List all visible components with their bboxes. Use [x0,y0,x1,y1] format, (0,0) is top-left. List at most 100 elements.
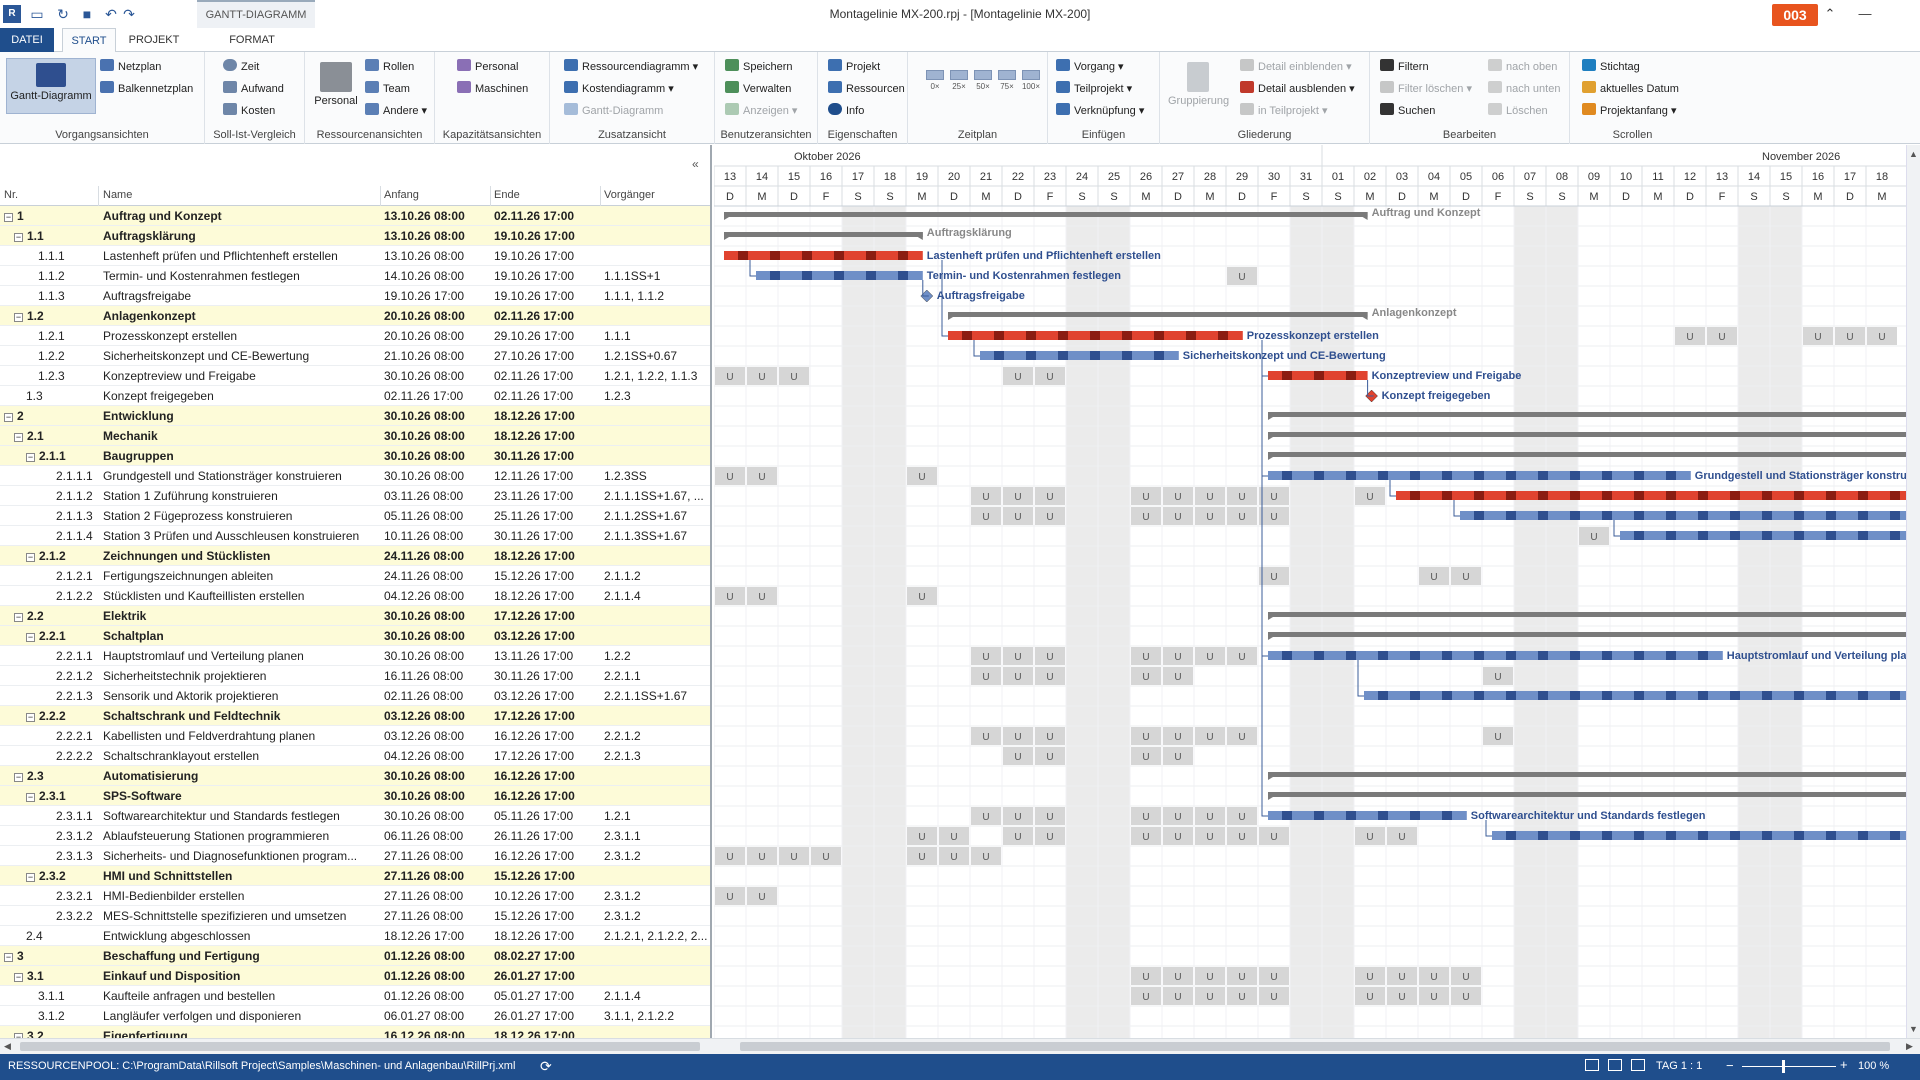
row-pred[interactable]: 2.1.2.1, 2.1.2.2, 2... [604,929,708,943]
row-pred[interactable]: 2.3.1.1 [604,829,641,843]
row-name[interactable]: Konzept freigegeben [103,389,214,403]
andere-button[interactable]: Andere ▾ [365,102,427,120]
row-name[interactable]: Auftrag und Konzept [103,209,222,223]
table-row[interactable]: 1.2.2 Sicherheitskonzept und CE-Bewertung… [0,346,710,366]
kostendiagramm-button[interactable]: Kostendiagramm ▾ [564,80,674,98]
table-row[interactable]: −2.2.2 Schaltschrank und Feldtechnik 03.12… [0,706,710,726]
row-name[interactable]: Sicherheits- und Diagnosefunktionen prog… [103,849,358,863]
row-end[interactable]: 17.12.26 17:00 [494,609,575,623]
table-row[interactable]: 2.3.2.2 MES-Schnittstelle spezifizieren u… [0,906,710,926]
row-start[interactable]: 27.11.26 08:00 [384,849,464,863]
row-pred[interactable]: 2.2.1.2 [604,729,641,743]
row-end[interactable]: 18.12.26 17:00 [494,929,575,943]
row-end[interactable]: 16.12.26 17:00 [494,789,575,803]
row-pred[interactable]: 2.2.1.1 [604,669,641,683]
collapse-toggle-icon[interactable]: − [26,792,35,802]
row-name[interactable]: Zeichnungen und Stücklisten [103,549,271,563]
verwalten-button[interactable]: Verwalten [725,80,791,98]
row-end[interactable]: 18.12.26 17:00 [494,1029,575,1038]
row-end[interactable]: 16.12.26 17:00 [494,769,575,783]
table-row[interactable]: −2.2.1 Schaltplan 30.10.26 08:00 03.12.26 1… [0,626,710,646]
tab-format[interactable]: FORMAT [229,34,275,46]
row-end[interactable]: 12.11.26 17:00 [494,469,574,483]
row-end[interactable]: 13.11.26 17:00 [494,649,574,663]
row-end[interactable]: 30.11.26 17:00 [494,529,574,543]
table-row[interactable]: −2.3.2 HMI und Schnittstellen 27.11.26 08:… [0,866,710,886]
row-start[interactable]: 05.11.26 08:00 [384,509,464,523]
row-start[interactable]: 30.10.26 08:00 [384,449,465,463]
table-row[interactable]: 2.1.2.1 Fertigungszeichnungen ableiten 24.… [0,566,710,586]
row-start[interactable]: 24.11.26 08:00 [384,549,465,563]
row-start[interactable]: 10.11.26 08:00 [384,529,464,543]
row-start[interactable]: 06.01.27 08:00 [384,1009,465,1023]
row-end[interactable]: 05.11.26 17:00 [494,809,574,823]
col-divider[interactable] [98,186,99,206]
row-start[interactable]: 30.10.26 08:00 [384,649,465,663]
personal-view-button[interactable]: Personal [311,58,361,114]
ressourcen-props-button[interactable]: Ressourcen [828,80,905,98]
row-pred[interactable]: 2.1.1.2 [604,569,641,583]
row-end[interactable]: 17.12.26 17:00 [494,749,575,763]
row-end[interactable]: 26.11.26 17:00 [494,829,574,843]
row-name[interactable]: Anlagenkonzept [103,309,196,323]
loeschen-button[interactable]: Löschen [1488,102,1548,120]
row-name[interactable]: Fertigungszeichnungen ableiten [103,569,274,583]
kap-personal-button[interactable]: Personal [457,58,518,76]
scroll-thumb[interactable] [20,1042,700,1051]
row-pred[interactable]: 2.2.1.3 [604,749,641,763]
row-start[interactable]: 30.10.26 08:00 [384,789,465,803]
zoom-preset-button[interactable]: 50× [972,66,994,91]
table-row[interactable]: −2.2 Elektrik 30.10.26 08:00 17.12.26 17:00 [0,606,710,626]
row-end[interactable]: 26.01.27 17:00 [494,1009,575,1023]
row-name[interactable]: Eigenfertigung [103,1029,188,1038]
collapse-toggle-icon[interactable]: − [14,612,23,622]
row-end[interactable]: 05.01.27 17:00 [494,989,575,1003]
row-start[interactable]: 03.11.26 08:00 [384,489,464,503]
table-row[interactable]: 2.1.2.2 Stücklisten und Kaufteillisten er… [0,586,710,606]
balkennetzplan-button[interactable]: Balkennetzplan [100,80,193,98]
row-start[interactable]: 27.11.26 08:00 [384,909,464,923]
projektanfang-button[interactable]: Projektanfang ▾ [1582,102,1676,120]
table-row[interactable]: 2.4 Entwicklung abgeschlossen 18.12.26 17:… [0,926,710,946]
col-anfang[interactable]: Anfang [384,189,419,201]
netzplan-button[interactable]: Netzplan [100,58,161,76]
row-pred[interactable]: 2.1.1.2SS+1.67 [604,509,688,523]
table-row[interactable]: 2.1.1.1 Grundgestell und Stationsträger k… [0,466,710,486]
row-pred[interactable]: 1.2.3SS [604,469,647,483]
refresh-icon[interactable]: ↻ [57,6,69,22]
kosten-button[interactable]: Kosten [223,102,275,120]
scroll-down-icon[interactable]: ▼ [1909,1024,1918,1034]
zoom-preset-button[interactable]: 75× [996,66,1018,91]
row-name[interactable]: Termin- und Kostenrahmen festlegen [103,269,300,283]
vertical-scrollbar[interactable]: ▲ ▼ [1906,145,1920,1038]
collapse-toggle-icon[interactable]: − [4,412,13,422]
table-row[interactable]: 2.1.1.3 Station 2 Fügeprozess konstruiere… [0,506,710,526]
row-name[interactable]: Beschaffung und Fertigung [103,949,260,963]
table-row[interactable]: −2.1.2 Zeichnungen und Stücklisten 24.11.2… [0,546,710,566]
col-nr[interactable]: Nr. [4,189,19,201]
table-row[interactable]: −2.3.1 SPS-Software 30.10.26 08:00 16.12.26… [0,786,710,806]
suchen-button[interactable]: Suchen [1380,102,1435,120]
tab-datei[interactable]: DATEI [0,28,54,52]
table-row[interactable]: 1.3 Konzept freigegeben 02.11.26 17:00 02.1… [0,386,710,406]
row-pred[interactable]: 1.1.1 [604,329,631,343]
table-row[interactable]: 3.1.1 Kaufteile anfragen und bestellen 01.… [0,986,710,1006]
vorgang-button[interactable]: Vorgang ▾ [1056,58,1124,76]
row-name[interactable]: Prozesskonzept erstellen [103,329,238,343]
collapse-toggle-icon[interactable]: − [14,972,23,982]
row-name[interactable]: Baugruppen [103,449,174,463]
table-row[interactable]: 2.1.1.2 Station 1 Zuführung konstruieren 0… [0,486,710,506]
row-name[interactable]: Elektrik [103,609,147,623]
teilprojekt-button[interactable]: Teilprojekt ▾ [1056,80,1132,98]
table-row[interactable]: −2.3 Automatisierung 30.10.26 08:00 16.12.2… [0,766,710,786]
row-end[interactable]: 17.12.26 17:00 [494,709,575,723]
row-end[interactable]: 18.12.26 17:00 [494,549,575,563]
ribbon-collapse-icon[interactable]: ⌃ [1824,6,1836,21]
collapse-toggle-icon[interactable]: − [26,552,35,562]
row-name[interactable]: Entwicklung abgeschlossen [103,929,251,943]
row-start[interactable]: 01.12.26 08:00 [384,949,465,963]
row-start[interactable]: 30.10.26 08:00 [384,769,465,783]
row-end[interactable]: 27.10.26 17:00 [494,349,575,363]
table-row[interactable]: −1 Auftrag und Konzept 13.10.26 08:00 02.11… [0,206,710,226]
table-view-icon[interactable] [1585,1059,1599,1071]
